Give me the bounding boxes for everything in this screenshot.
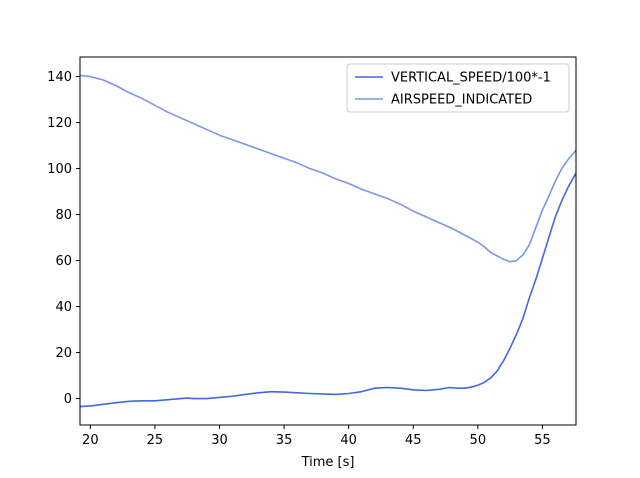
x-tick-label: 40 <box>340 433 357 448</box>
y-tick-label: 40 <box>55 300 72 315</box>
legend-box <box>346 63 570 113</box>
y-tick-label: 60 <box>55 254 72 269</box>
y-tick-label: 100 <box>47 162 72 177</box>
y-tick-label: 80 <box>55 208 72 223</box>
axes-frame <box>79 56 577 426</box>
x-tick-label: 30 <box>211 433 228 448</box>
vertical-speed-line <box>80 172 576 408</box>
x-tick-label: 45 <box>405 433 422 448</box>
x-tick-label: 50 <box>470 433 487 448</box>
x-tick-label: 25 <box>147 433 164 448</box>
airspeed-line <box>80 74 576 263</box>
legend-label: VERTICAL_SPEED/100*-1 <box>391 71 551 86</box>
legend: VERTICAL_SPEED/100*-1 AIRSPEED_INDICATED <box>346 63 570 113</box>
x-tick-label: 20 <box>82 433 99 448</box>
y-tick-label: 140 <box>47 70 72 85</box>
x-tick-label: 55 <box>534 433 551 448</box>
legend-label: AIRSPEED_INDICATED <box>391 93 532 108</box>
x-tick-label: 35 <box>276 433 293 448</box>
y-tick-label: 120 <box>47 116 72 131</box>
y-tick-label: 20 <box>55 346 72 361</box>
plot-area <box>80 74 576 408</box>
x-axis-label: Time [s] <box>301 455 355 470</box>
y-tick-label: 0 <box>64 392 72 407</box>
axes: 20 25 30 35 40 45 50 55 0 20 40 60 80 100 120 140 <box>47 56 577 448</box>
